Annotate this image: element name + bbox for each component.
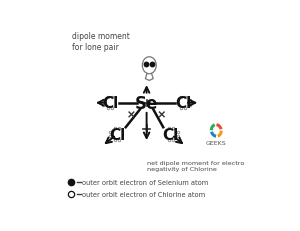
- Text: outer orbit electron of Selenium atom: outer orbit electron of Selenium atom: [82, 179, 208, 185]
- Text: dipole moment
for lone pair: dipole moment for lone pair: [73, 32, 130, 52]
- Text: Se: Se: [135, 94, 158, 112]
- Text: Cl: Cl: [102, 96, 118, 111]
- Text: outer orbit electron of Chlorine atom: outer orbit electron of Chlorine atom: [82, 191, 206, 197]
- Text: Cl: Cl: [109, 127, 125, 142]
- Text: net dipole moment for electro
negativity of Chlorine: net dipole moment for electro negativity…: [148, 160, 245, 171]
- Text: GEEKS: GEEKS: [206, 141, 226, 146]
- Text: Cl: Cl: [175, 96, 191, 111]
- Text: Cl: Cl: [163, 127, 179, 142]
